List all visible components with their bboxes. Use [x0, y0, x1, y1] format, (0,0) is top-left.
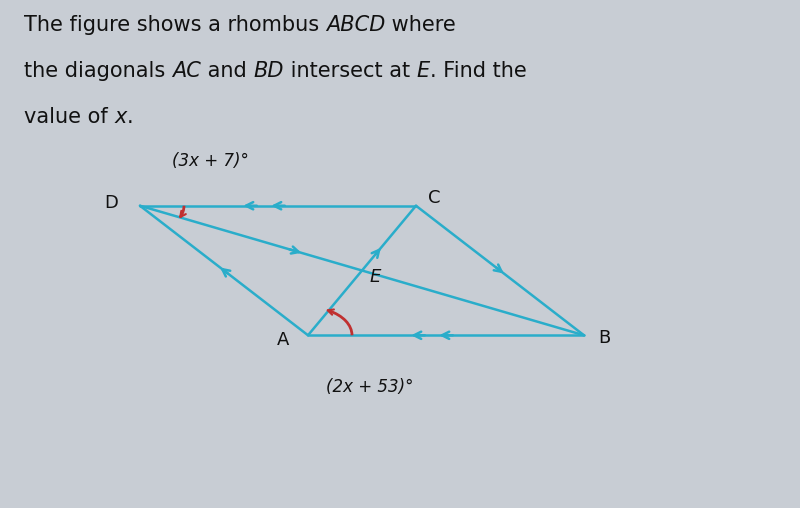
Text: and: and — [201, 61, 253, 81]
Text: (3x + 7)°: (3x + 7)° — [172, 152, 249, 170]
Text: D: D — [105, 194, 118, 212]
Text: E: E — [370, 268, 381, 286]
Text: BD: BD — [253, 61, 284, 81]
Text: .: . — [126, 107, 134, 126]
Text: The figure shows a rhombus: The figure shows a rhombus — [24, 15, 326, 35]
Text: value of: value of — [24, 107, 114, 126]
Text: A: A — [278, 331, 290, 350]
Text: AC: AC — [172, 61, 201, 81]
Text: B: B — [598, 329, 610, 347]
Text: C: C — [428, 189, 441, 207]
Text: E: E — [416, 61, 430, 81]
Text: . Find the: . Find the — [430, 61, 526, 81]
Text: intersect at: intersect at — [284, 61, 416, 81]
Text: the diagonals: the diagonals — [24, 61, 172, 81]
Text: (2x + 53)°: (2x + 53)° — [326, 378, 414, 396]
Text: ABCD: ABCD — [326, 15, 385, 35]
Text: x: x — [114, 107, 126, 126]
Text: where: where — [385, 15, 456, 35]
